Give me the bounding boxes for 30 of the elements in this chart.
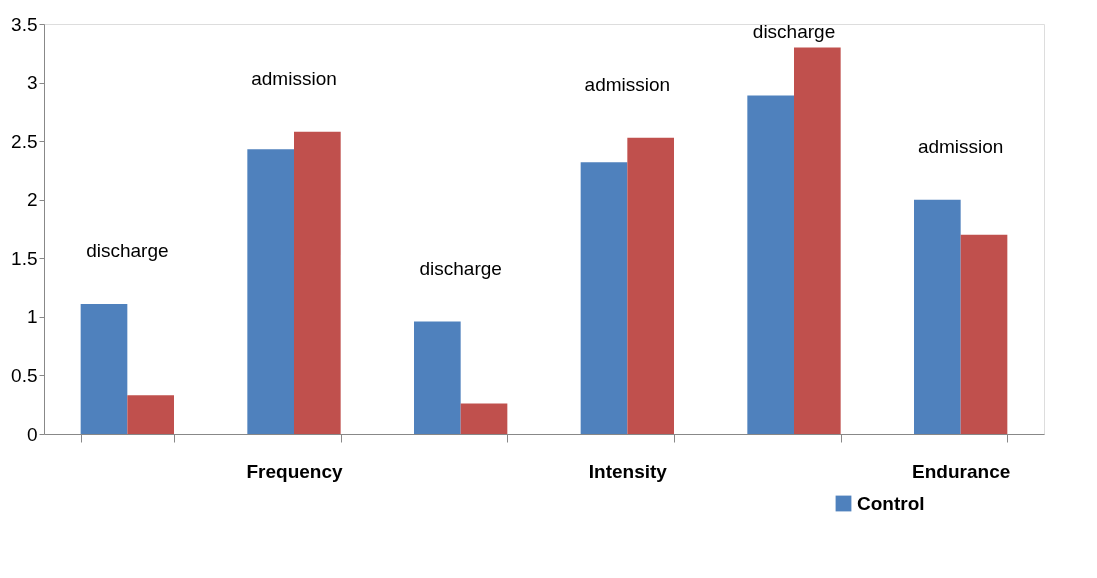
- bar: [580, 162, 628, 434]
- bar: [294, 131, 341, 434]
- y-tick-label: 3.5: [11, 13, 38, 35]
- annotation: admission: [917, 136, 1004, 157]
- bar: [460, 403, 508, 434]
- bar: [794, 47, 841, 434]
- y-tick-label: 2: [26, 189, 38, 211]
- annotation: discharge: [419, 257, 502, 279]
- y-tick-label: 0.5: [11, 364, 38, 386]
- x-tick-label: Endurance: [912, 460, 1011, 482]
- x-tick-label: Frequency: [246, 460, 343, 482]
- annotation: admission: [584, 73, 671, 95]
- y-tick-label: 1: [26, 306, 38, 328]
- annotation: discharge: [752, 21, 836, 43]
- bar: [247, 149, 294, 434]
- annotation: discharge: [86, 240, 169, 262]
- bar: [127, 395, 174, 434]
- bar: [627, 137, 674, 434]
- y-tick-label: 0: [26, 423, 38, 445]
- x-tick-label: Intensity: [588, 460, 668, 482]
- annotation: admission: [251, 68, 337, 90]
- y-tick-label: 1.5: [11, 247, 38, 269]
- y-tick-label: 2.5: [11, 130, 38, 152]
- bar: [960, 234, 1008, 434]
- bar: [914, 199, 961, 434]
- bar: [80, 303, 128, 434]
- y-tick-label: 3: [26, 72, 38, 94]
- bar: [747, 95, 794, 434]
- legend-label: Control: [857, 492, 925, 514]
- bar: [414, 321, 461, 434]
